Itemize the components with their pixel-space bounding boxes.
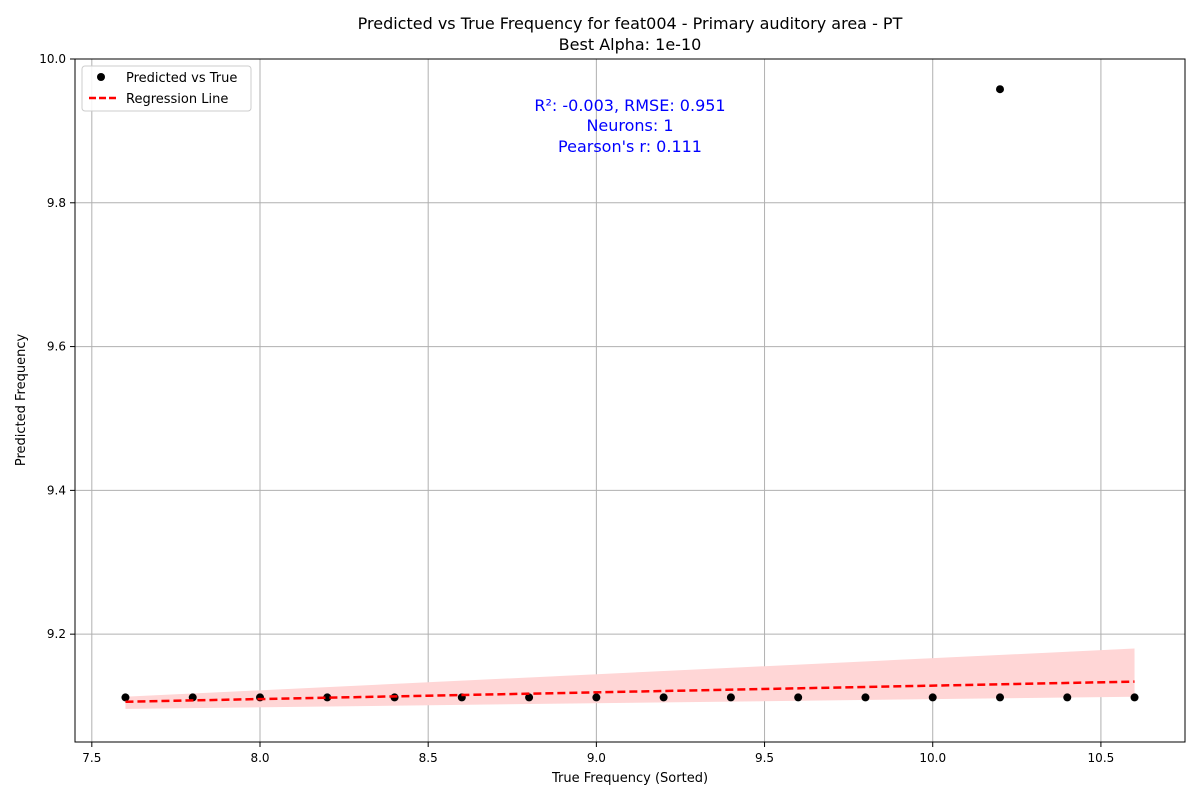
scatter-point xyxy=(659,693,668,702)
y-tick-label: 9.2 xyxy=(47,627,66,641)
legend-line-label: Regression Line xyxy=(126,92,228,107)
annotation-neurons: Neurons: 1 xyxy=(586,116,673,135)
regression-line-layer xyxy=(125,680,1135,703)
scatter-point xyxy=(1130,693,1139,702)
scatter-point xyxy=(1063,693,1072,702)
confidence-band xyxy=(125,648,1135,709)
y-tick-label: 9.6 xyxy=(47,340,66,354)
annotation-r2-rmse: R²: -0.003, RMSE: 0.951 xyxy=(534,96,725,115)
x-tick-label: 7.5 xyxy=(82,751,101,765)
scatter-point xyxy=(726,693,735,702)
scatter-point xyxy=(121,693,130,702)
confidence-band-layer xyxy=(125,648,1135,709)
chart-subtitle: Best Alpha: 1e-10 xyxy=(559,35,702,54)
y-tick-label: 9.8 xyxy=(47,196,66,210)
stats-annotation: R²: -0.003, RMSE: 0.951 Neurons: 1 Pears… xyxy=(534,96,725,156)
y-tick-label: 9.4 xyxy=(47,483,66,497)
scatter-point xyxy=(592,693,601,702)
y-axis-label: Predicted Frequency xyxy=(14,334,29,467)
legend-point-marker xyxy=(97,73,105,81)
scatter-point xyxy=(996,85,1004,94)
regression-line xyxy=(125,680,1135,703)
scatter-point xyxy=(861,693,870,702)
scatter-point xyxy=(794,693,803,702)
scatter-point xyxy=(525,693,534,702)
x-axis-ticks: 7.5 8.0 8.5 9.0 9.5 10.0 10.5 xyxy=(82,742,1114,765)
scatter-points xyxy=(121,85,1139,702)
annotation-pearson: Pearson's r: 0.111 xyxy=(558,137,702,156)
plot-frame xyxy=(74,58,1186,743)
y-axis-ticks: 9.2 9.4 9.6 9.8 10.0 xyxy=(39,52,75,641)
legend-box xyxy=(81,65,252,112)
y-tick-label: 10.0 xyxy=(39,52,66,66)
plot-area xyxy=(74,58,1186,743)
plot-background xyxy=(75,59,1185,742)
x-tick-label: 9.5 xyxy=(755,751,774,765)
legend-points-label: Predicted vs True xyxy=(126,71,237,86)
scatter-point xyxy=(928,693,937,702)
x-tick-label: 8.5 xyxy=(419,751,438,765)
scatter-point xyxy=(323,693,332,702)
legend: Predicted vs True Regression Line xyxy=(81,65,252,112)
x-tick-label: 9.0 xyxy=(587,751,606,765)
x-tick-label: 10.0 xyxy=(919,751,946,765)
x-axis-label: True Frequency (Sorted) xyxy=(551,771,708,786)
chart-title: Predicted vs True Frequency for feat004 … xyxy=(358,14,903,33)
x-tick-label: 10.5 xyxy=(1088,751,1115,765)
grid xyxy=(75,58,1185,742)
scatter-point xyxy=(996,693,1004,702)
x-tick-label: 8.0 xyxy=(250,751,269,765)
